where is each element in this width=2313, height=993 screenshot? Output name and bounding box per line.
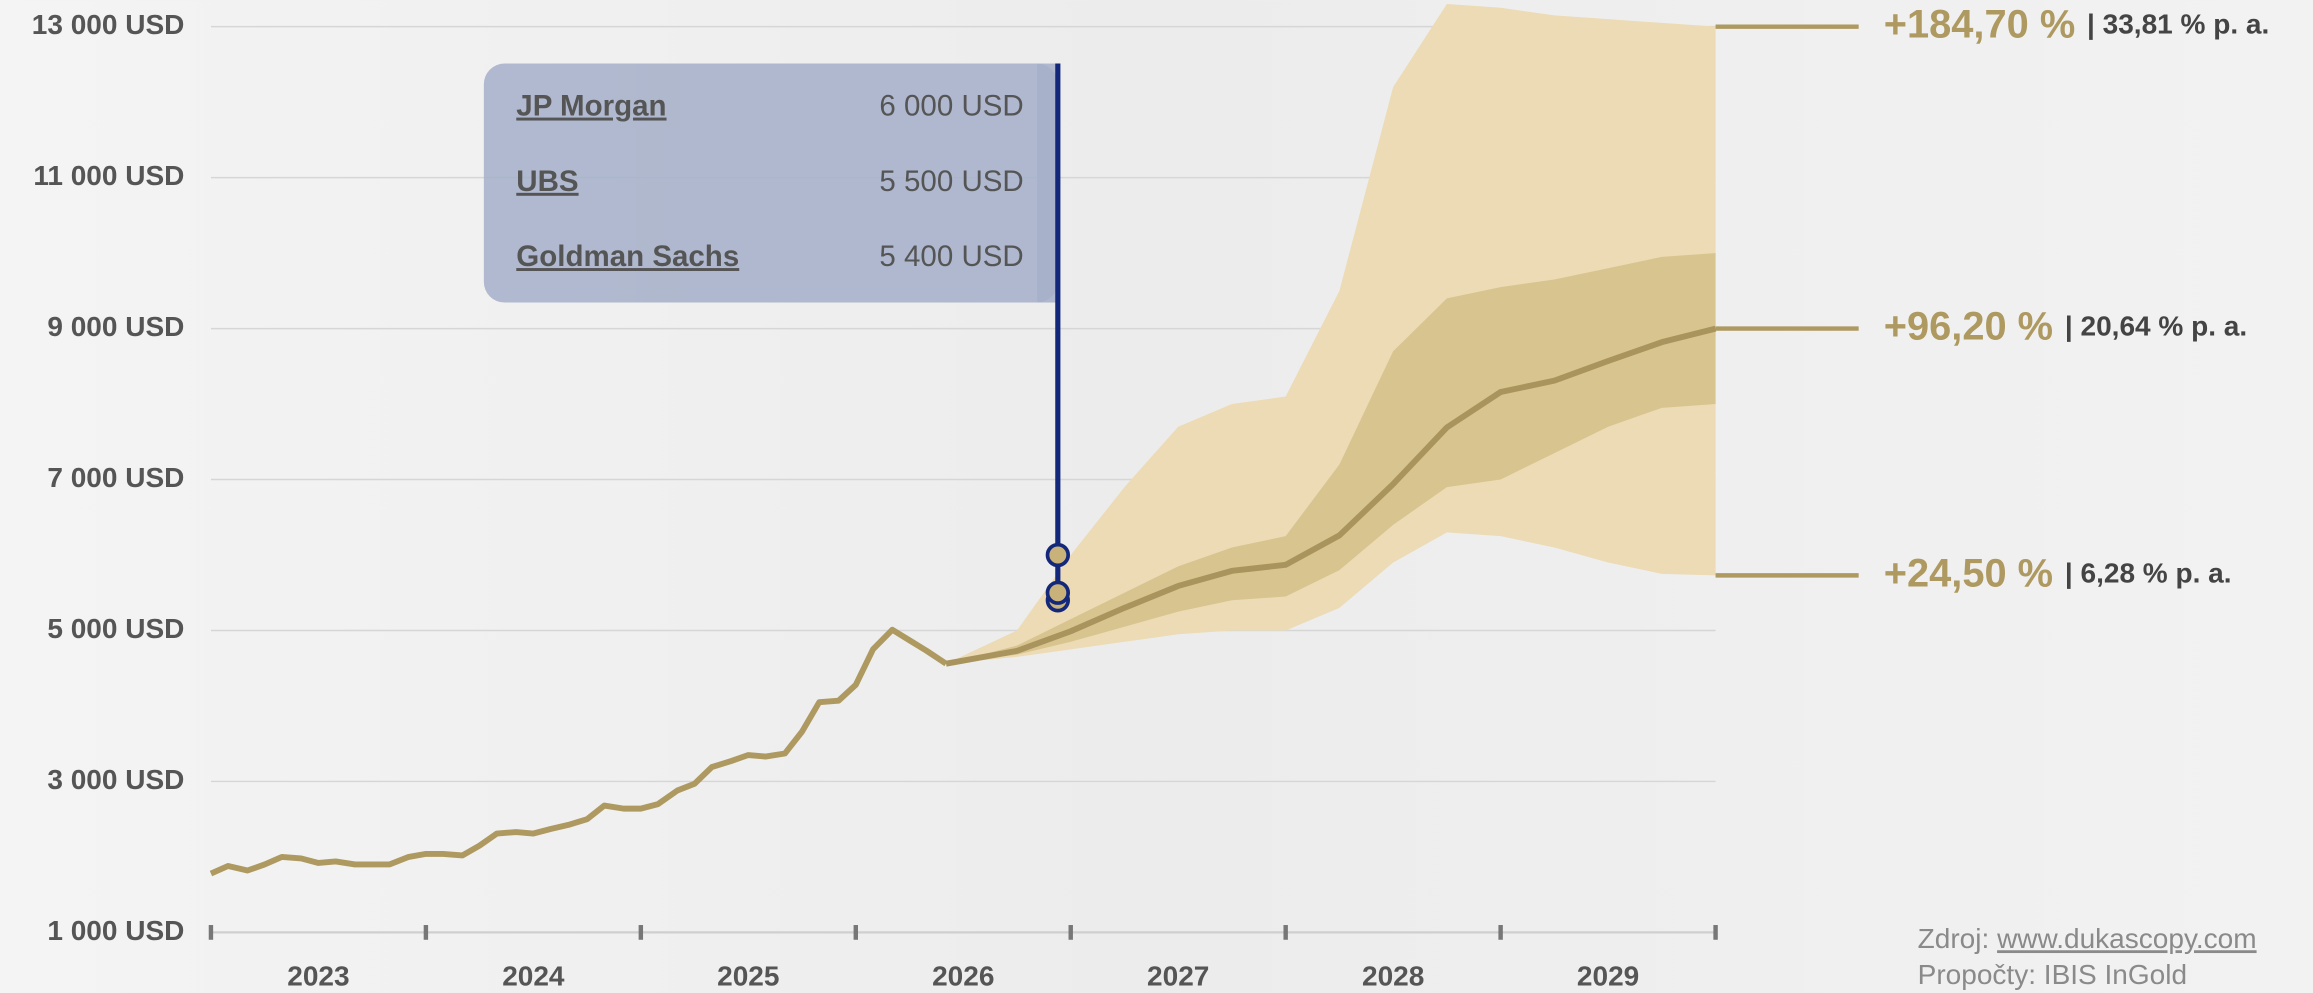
forecast-value: 5 500 USD: [879, 165, 1023, 198]
y-tick-label: 9 000 USD: [47, 311, 184, 342]
x-tick-label: 2028: [1362, 961, 1424, 992]
source-prefix: Zdroj:: [1918, 924, 1990, 955]
labels: 1 000 USD 3 000 USD 5 000 USD 7 000 USD 9 00…: [32, 2, 2270, 991]
scenario-return: +96,20 %: [1884, 304, 2053, 348]
forecast-bank: UBS: [516, 165, 578, 198]
x-tick-label: 2029: [1577, 961, 1639, 992]
forecast-bank: Goldman Sachs: [516, 240, 739, 273]
scenario-return: +24,50 %: [1884, 551, 2053, 595]
forecast-band: [946, 4, 1716, 664]
forecast-box: [483, 63, 1058, 303]
scenario-label: +24,50 % | 6,28 % p. a.: [1884, 551, 2232, 595]
x-tick-label: 2025: [717, 961, 779, 992]
forecast-value: 5 400 USD: [879, 240, 1023, 273]
scenario-pa: | 33,81 % p. a.: [2087, 9, 2269, 40]
y-tick-label: 13 000 USD: [32, 9, 185, 40]
calculations-note: Propočty: IBIS InGold: [1918, 959, 2187, 990]
forecast-bank: JP Morgan: [516, 90, 666, 123]
price-line: [945, 325, 1717, 667]
forecast-point: [1045, 580, 1071, 605]
x-tick-label: 2024: [502, 961, 565, 992]
scenario-pa: | 6,28 % p. a.: [2065, 558, 2232, 589]
y-tick-label: 3 000 USD: [47, 764, 184, 795]
scenario-pa: | 20,64 % p. a.: [2065, 311, 2247, 342]
y-tick-label: 1 000 USD: [47, 915, 184, 946]
plot: [209, 4, 1859, 877]
x-tick-label: 2023: [287, 961, 349, 992]
y-tick-label: 7 000 USD: [47, 462, 184, 493]
y-tick-label: 11 000 USD: [33, 160, 184, 191]
forecast-point: [1045, 542, 1071, 568]
x-tick-label: 2026: [932, 961, 994, 992]
y-tick-label: 5 000 USD: [47, 613, 184, 644]
forecast-value: 6 000 USD: [879, 90, 1023, 123]
scenario-label: +184,70 % | 33,81 % p. a.: [1884, 2, 2270, 46]
scenario-return: +184,70 %: [1884, 2, 2075, 46]
x-tick-label: 2027: [1147, 961, 1209, 992]
source-link[interactable]: www.dukascopy.com: [1996, 924, 2257, 955]
forecast-band: [946, 253, 1716, 664]
scenario-label: +96,20 % | 20,64 % p. a.: [1884, 304, 2247, 348]
forecast-box-edge: [1037, 63, 1058, 303]
price-line: [209, 626, 948, 877]
source: Zdroj: www.dukascopy.com: [1918, 924, 2257, 955]
